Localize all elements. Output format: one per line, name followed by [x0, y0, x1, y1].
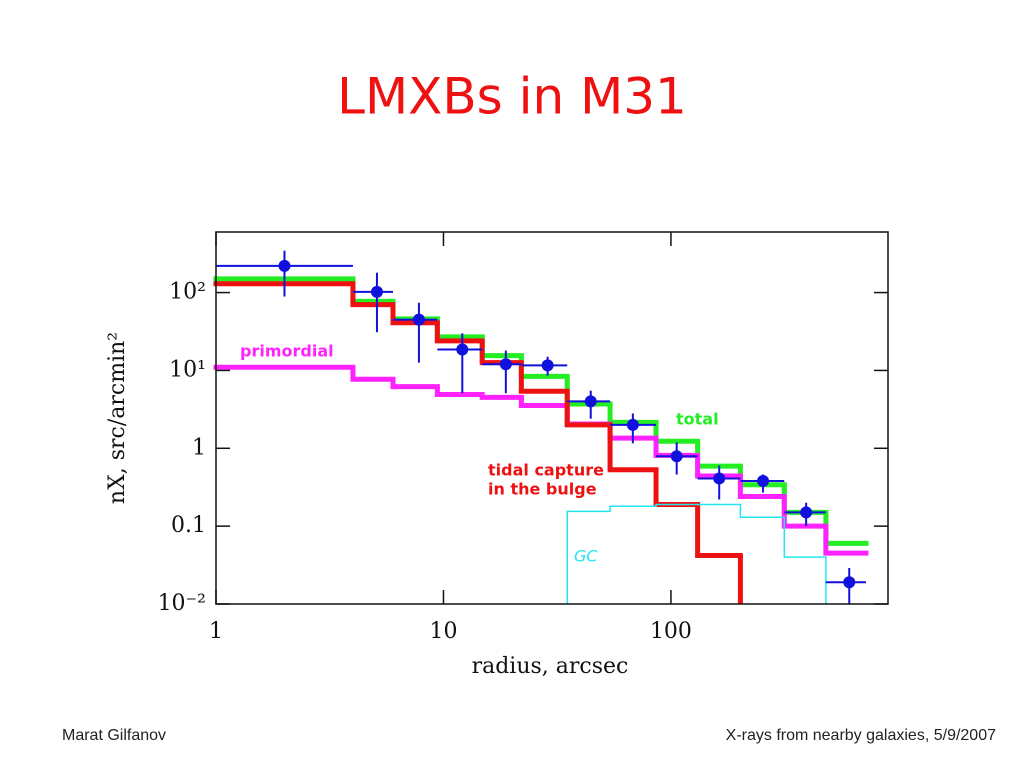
y-axis-label: nX, src/arcmin² [105, 332, 130, 504]
data-point [670, 450, 683, 463]
series-label: GC [574, 547, 598, 566]
data-point [499, 358, 512, 371]
slide-title: LMXBs in M31 [337, 68, 687, 126]
y-tick-label: 10¹ [169, 357, 206, 382]
series-label: in the bulge [488, 480, 597, 499]
data-point [278, 259, 291, 272]
data-point [412, 313, 425, 326]
data-point [584, 395, 597, 408]
data-point [456, 343, 469, 356]
y-tick-label: 0.1 [171, 513, 206, 538]
data-point [626, 418, 639, 431]
data-point [541, 359, 554, 372]
x-tick-label: 100 [650, 619, 692, 644]
plot-frame [215, 231, 889, 605]
data-point [843, 576, 856, 589]
data-point [370, 285, 383, 298]
x-tick-label: 10 [429, 619, 457, 644]
data-point [800, 506, 813, 519]
series-label: total [676, 410, 719, 429]
y-tick-label: 1 [192, 435, 206, 460]
data-point [757, 475, 770, 488]
footer-right: X-rays from nearby galaxies, 5/9/2007 [726, 727, 996, 744]
y-tick-label: 10⁻² [158, 591, 206, 616]
series-label: tidal capture [488, 461, 604, 480]
series-label: primordial [240, 342, 334, 361]
x-tick-label: 1 [209, 619, 223, 644]
y-tick-label: 10² [169, 280, 206, 305]
data-point [713, 472, 726, 485]
footer-left: Marat Gilfanov [62, 727, 166, 744]
x-axis-label: radius, arcsec [472, 654, 629, 679]
